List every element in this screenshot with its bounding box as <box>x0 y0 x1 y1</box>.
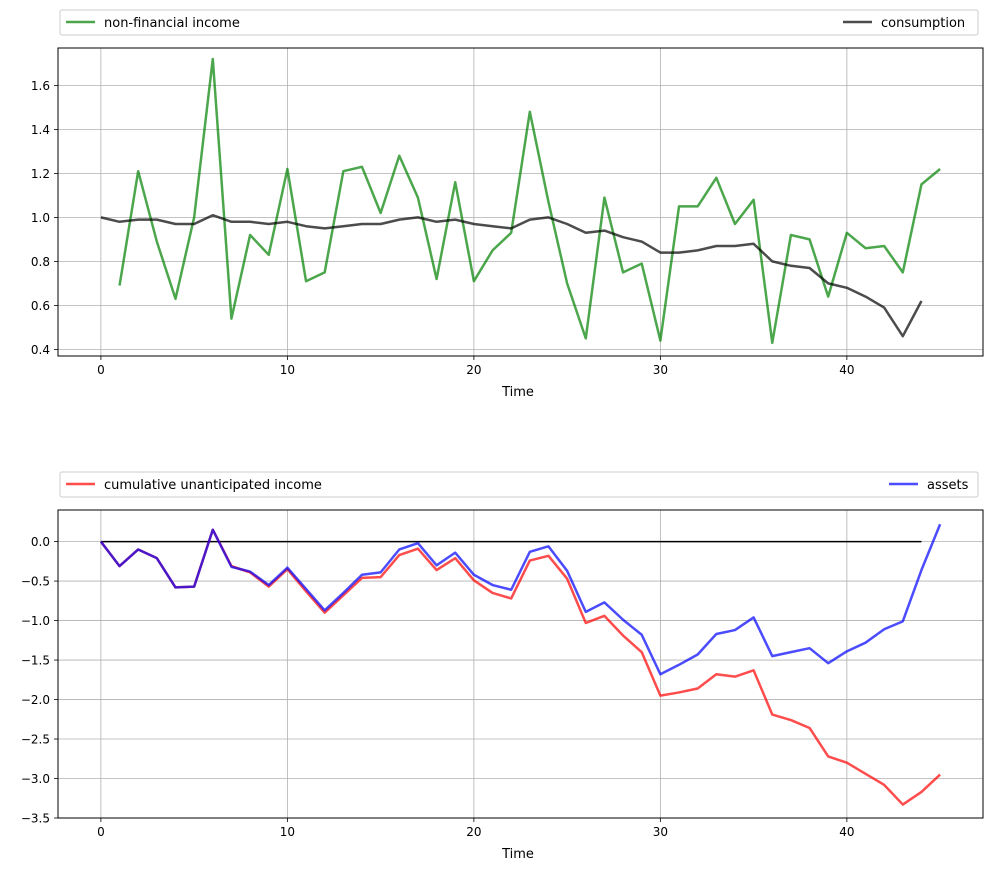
legend-label-non-financial-income: non-financial income <box>104 16 240 31</box>
plot-area <box>58 48 983 356</box>
y-tick-label: 0.8 <box>31 255 50 269</box>
x-tick-label: 10 <box>280 363 295 377</box>
x-tick-label: 30 <box>653 825 668 839</box>
x-axis-label: Time <box>501 847 534 862</box>
y-tick-label: −3.0 <box>21 772 50 786</box>
y-tick-label: 1.6 <box>31 79 50 93</box>
series-lines <box>100 57 941 345</box>
y-tick-label: 0.6 <box>31 299 50 313</box>
y-tick-label: −3.5 <box>21 812 50 826</box>
plot-frame <box>57 509 984 819</box>
legend-frame <box>59 9 979 36</box>
series-line-assets <box>99 523 942 676</box>
x-axis-ticks: 0 10 20 30 40 <box>97 818 855 839</box>
y-axis-ticks: 0.4 0.6 0.8 1.0 1.2 1.4 1.6 <box>31 79 58 357</box>
x-axis-ticks: 0 10 20 30 40 <box>97 356 855 377</box>
x-tick-label: 20 <box>466 825 481 839</box>
x-axis-label: Time <box>501 385 534 400</box>
x-tick-label: 30 <box>653 363 668 377</box>
series-line-non-financial-income <box>118 57 941 345</box>
y-tick-label: 1.2 <box>31 167 50 181</box>
y-tick-label: 0.0 <box>31 535 50 549</box>
plot-area <box>58 510 983 818</box>
unanticipated-income-assets-chart: 0 10 20 30 40 0.0 −0.5 −1.0 −1.5 −2.0 −2.5 −3.0 −3.… <box>21 471 984 862</box>
legend-label-assets: assets <box>927 478 969 493</box>
legend: non-financial income consumption <box>59 9 979 36</box>
series-line-consumption <box>100 213 923 338</box>
legend-label-consumption: consumption <box>881 16 965 31</box>
y-tick-label: −1.0 <box>21 614 50 628</box>
series-lines <box>99 523 942 806</box>
y-tick-label: −1.5 <box>21 654 50 668</box>
x-tick-label: 40 <box>839 825 854 839</box>
y-tick-label: 1.0 <box>31 211 50 225</box>
income-consumption-chart: 0 10 20 30 40 0.4 0.6 0.8 1.0 1.2 1.4 1.6 Time non… <box>31 9 984 400</box>
x-tick-label: 10 <box>280 825 295 839</box>
y-tick-label: 1.4 <box>31 123 50 137</box>
x-tick-label: 40 <box>839 363 854 377</box>
x-tick-label: 0 <box>97 825 105 839</box>
x-tick-label: 20 <box>466 363 481 377</box>
x-tick-label: 0 <box>97 363 105 377</box>
y-tick-label: −0.5 <box>21 575 50 589</box>
legend: cumulative unanticipated income assets <box>59 471 979 498</box>
y-axis-ticks: 0.0 −0.5 −1.0 −1.5 −2.0 −2.5 −3.0 −3.5 <box>21 535 58 826</box>
plot-frame <box>57 47 984 357</box>
y-tick-label: 0.4 <box>31 343 50 357</box>
y-tick-label: −2.0 <box>21 693 50 707</box>
legend-label-cumulative-unanticipated-income: cumulative unanticipated income <box>104 478 322 493</box>
y-tick-label: −2.5 <box>21 733 50 747</box>
legend-frame <box>59 471 979 498</box>
